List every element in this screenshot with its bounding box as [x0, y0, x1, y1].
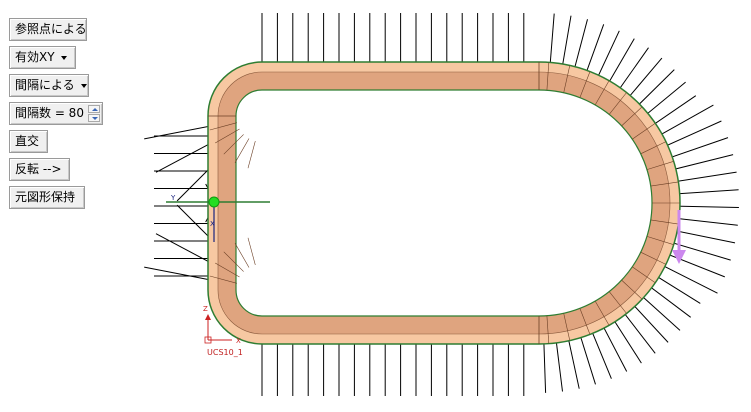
section-line [546, 315, 550, 344]
section-line [579, 71, 591, 98]
interval-count-field[interactable]: 間隔数 = 80 [9, 102, 103, 125]
spin-down-icon[interactable] [88, 114, 100, 122]
section-line [247, 237, 256, 265]
valid-xy-label: 有効XY [15, 50, 55, 64]
section-line [650, 181, 679, 187]
section-line [209, 122, 237, 131]
reference-point-button[interactable]: 参照点による [9, 18, 87, 41]
spin-up-icon[interactable] [88, 105, 100, 113]
section-line [608, 291, 627, 314]
section-line [608, 92, 627, 115]
ucs-axis-x-label: X [236, 337, 241, 345]
section-line [579, 308, 591, 335]
by-interval-label: 間隔による [15, 78, 75, 92]
valid-xy-dropdown[interactable]: 有効XY [9, 46, 76, 69]
orthogonal-button[interactable]: 直交 [9, 130, 48, 153]
section-line [650, 219, 679, 225]
section-line [632, 123, 656, 140]
section-line [223, 134, 244, 155]
section-line [621, 106, 643, 127]
section-line [621, 279, 643, 300]
by-interval-dropdown[interactable]: 間隔による [9, 74, 89, 97]
section-line [646, 161, 674, 170]
section-line [594, 80, 610, 106]
section-line [563, 65, 571, 93]
axis-x-label: X [210, 220, 215, 228]
section-line [563, 313, 571, 341]
section-line [247, 141, 256, 169]
band-hole [235, 89, 653, 317]
ucs-label: UCS10_1 [207, 348, 243, 357]
section-line [215, 128, 240, 144]
section-line [640, 141, 667, 155]
reference-point-handle[interactable] [208, 196, 220, 208]
interval-count-spinner[interactable] [88, 105, 100, 122]
section-line [594, 300, 610, 326]
keep-original-button[interactable]: 元図形保持 [9, 186, 85, 209]
section-line [234, 138, 250, 163]
section-line [632, 266, 656, 283]
interval-count-label: 間隔数 = 80 [15, 106, 84, 120]
section-line [223, 251, 244, 272]
section-line [546, 62, 550, 91]
axis-y-label: Y [170, 194, 176, 202]
section-line [209, 275, 237, 284]
section-lines [208, 62, 680, 344]
section-line [646, 236, 674, 245]
section-line [215, 262, 240, 278]
section-line [234, 243, 250, 268]
section-line [640, 251, 667, 265]
direction-arrow-icon[interactable] [672, 210, 686, 264]
ucs-axis-z-label: Z [203, 305, 208, 313]
flip-button[interactable]: 反転 --> [9, 158, 70, 181]
ucs-icon: Z X [203, 305, 241, 345]
